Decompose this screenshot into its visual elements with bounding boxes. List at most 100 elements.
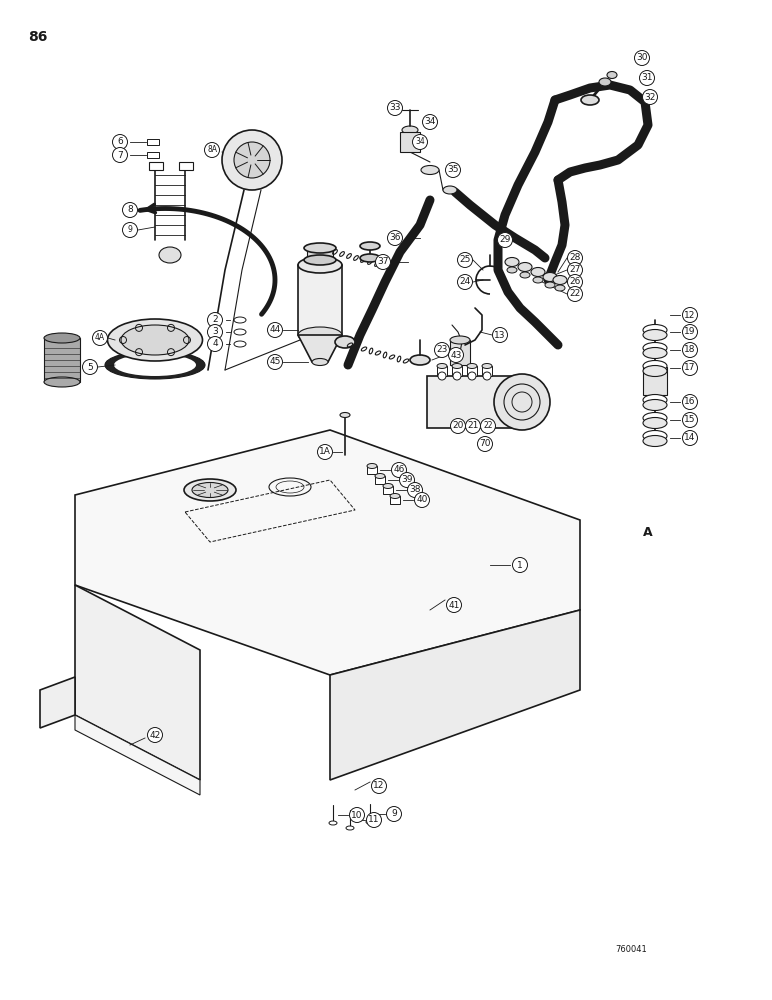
Circle shape: [438, 372, 446, 380]
Circle shape: [222, 130, 282, 190]
Ellipse shape: [518, 262, 532, 271]
Bar: [643, 367, 667, 395]
Ellipse shape: [505, 257, 519, 266]
Circle shape: [445, 162, 461, 178]
Text: 15: 15: [684, 416, 696, 424]
Text: 18: 18: [684, 346, 696, 355]
Ellipse shape: [298, 327, 342, 343]
Circle shape: [93, 330, 107, 346]
Ellipse shape: [520, 272, 530, 278]
Text: 30: 30: [636, 53, 648, 62]
Text: 27: 27: [569, 265, 581, 274]
Text: 4A: 4A: [95, 334, 105, 342]
Bar: [298, 265, 342, 335]
Text: 20: 20: [452, 422, 464, 430]
Circle shape: [412, 134, 428, 149]
Polygon shape: [75, 585, 200, 780]
Ellipse shape: [304, 255, 336, 265]
Ellipse shape: [643, 430, 667, 442]
Circle shape: [567, 250, 583, 265]
Circle shape: [682, 342, 697, 358]
Ellipse shape: [643, 330, 667, 340]
Circle shape: [123, 223, 137, 237]
Text: 17: 17: [684, 363, 696, 372]
Ellipse shape: [643, 348, 667, 359]
Text: 70: 70: [479, 440, 491, 448]
Circle shape: [123, 202, 137, 218]
Text: 42: 42: [149, 730, 161, 740]
Bar: [375, 476, 385, 484]
Text: 11: 11: [368, 816, 380, 824]
Circle shape: [682, 394, 697, 410]
Circle shape: [449, 348, 463, 362]
Circle shape: [639, 70, 655, 86]
Ellipse shape: [545, 282, 555, 288]
Ellipse shape: [599, 78, 611, 86]
Text: 44: 44: [269, 326, 281, 334]
Text: A: A: [643, 526, 652, 538]
Circle shape: [682, 430, 697, 446]
Ellipse shape: [340, 412, 350, 418]
Text: 25: 25: [459, 255, 471, 264]
Polygon shape: [298, 335, 342, 362]
Circle shape: [387, 806, 401, 822]
Ellipse shape: [643, 394, 667, 406]
Circle shape: [483, 372, 491, 380]
Ellipse shape: [234, 317, 246, 323]
Text: 32: 32: [645, 93, 655, 102]
Ellipse shape: [553, 275, 567, 284]
Ellipse shape: [335, 336, 355, 348]
Circle shape: [350, 808, 364, 822]
Bar: [400, 132, 420, 152]
Ellipse shape: [375, 474, 385, 479]
Ellipse shape: [507, 267, 517, 273]
Ellipse shape: [234, 329, 246, 335]
Text: 14: 14: [684, 434, 696, 442]
Circle shape: [494, 374, 550, 430]
Ellipse shape: [437, 363, 447, 368]
Text: 4: 4: [212, 340, 218, 349]
Circle shape: [388, 101, 402, 115]
Text: 10: 10: [351, 810, 363, 820]
Ellipse shape: [467, 363, 477, 368]
Ellipse shape: [581, 95, 599, 105]
Circle shape: [513, 558, 527, 572]
Bar: [467, 366, 477, 376]
Text: 760041: 760041: [615, 946, 647, 954]
Circle shape: [468, 372, 476, 380]
Text: 24: 24: [459, 277, 471, 286]
Circle shape: [480, 418, 496, 434]
Circle shape: [642, 90, 658, 104]
Circle shape: [83, 360, 97, 374]
Text: 46: 46: [393, 466, 405, 475]
Circle shape: [268, 322, 283, 338]
Bar: [147, 139, 159, 145]
Text: 23: 23: [436, 346, 448, 355]
Ellipse shape: [607, 72, 617, 79]
Ellipse shape: [298, 257, 342, 273]
Ellipse shape: [402, 126, 418, 134]
Bar: [452, 366, 462, 376]
Ellipse shape: [443, 186, 457, 194]
Bar: [179, 162, 193, 170]
Circle shape: [208, 312, 222, 328]
Circle shape: [478, 436, 493, 452]
Circle shape: [205, 142, 219, 157]
Text: 1A: 1A: [319, 448, 331, 456]
Ellipse shape: [312, 359, 328, 365]
Circle shape: [458, 274, 472, 290]
Circle shape: [208, 336, 222, 352]
Text: 28: 28: [569, 253, 581, 262]
Ellipse shape: [643, 324, 667, 336]
Ellipse shape: [383, 484, 393, 488]
Ellipse shape: [452, 363, 462, 368]
Ellipse shape: [643, 399, 667, 410]
Text: 38: 38: [409, 486, 421, 494]
Text: 9: 9: [391, 810, 397, 818]
Ellipse shape: [482, 363, 492, 368]
Bar: [149, 162, 163, 170]
Circle shape: [268, 355, 283, 369]
Ellipse shape: [450, 336, 470, 344]
Text: 9: 9: [127, 226, 133, 234]
Circle shape: [317, 444, 333, 460]
